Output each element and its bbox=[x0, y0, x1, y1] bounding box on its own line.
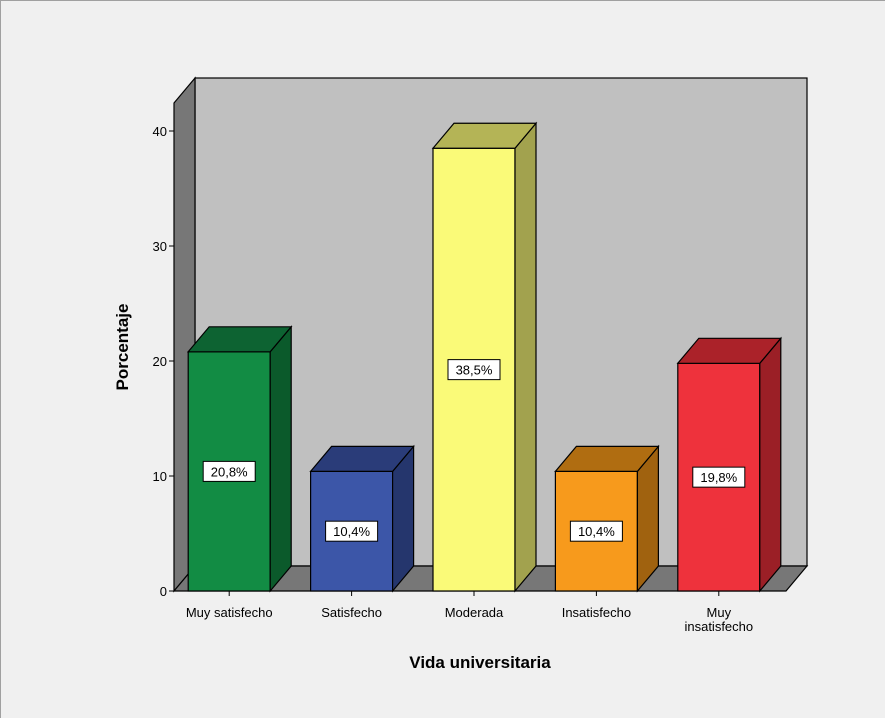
bar-top bbox=[186, 326, 293, 353]
x-tick-label: Muy bbox=[707, 605, 732, 620]
data-label: 10,4% bbox=[333, 524, 370, 539]
bar-side bbox=[514, 121, 537, 593]
y-tick-label: 0 bbox=[160, 584, 167, 599]
y-axis-title: Porcentaje bbox=[113, 304, 132, 391]
y-tick-label: 30 bbox=[153, 239, 167, 254]
y-tick-label: 40 bbox=[153, 124, 167, 139]
bar-side bbox=[759, 336, 782, 593]
bar-top bbox=[431, 122, 538, 149]
y-tick-label: 20 bbox=[153, 354, 167, 369]
data-label-box bbox=[447, 359, 501, 381]
bar-top bbox=[676, 337, 783, 364]
bar-top bbox=[309, 445, 415, 472]
data-label-box bbox=[202, 460, 256, 482]
x-tick-label: Muy satisfecho bbox=[186, 605, 273, 620]
bar: 10,4% bbox=[554, 444, 660, 593]
data-label: 20,8% bbox=[211, 464, 248, 479]
y-tick-label: 10 bbox=[153, 469, 167, 484]
data-label-box bbox=[692, 466, 746, 488]
x-tick-label: Satisfecho bbox=[321, 605, 382, 620]
data-label: 19,8% bbox=[700, 470, 737, 485]
data-label-box bbox=[569, 520, 623, 542]
bar: 38,5% bbox=[431, 121, 538, 593]
x-tick-label: Insatisfecho bbox=[562, 605, 631, 620]
bar: 10,4% bbox=[309, 444, 415, 593]
bar-top bbox=[554, 445, 660, 472]
data-label: 10,4% bbox=[578, 524, 615, 539]
data-label: 38,5% bbox=[456, 363, 493, 378]
x-axis-title: Vida universitaria bbox=[409, 653, 551, 672]
bar: 19,8% bbox=[676, 336, 783, 593]
x-tick-label: Moderada bbox=[445, 605, 504, 620]
bar-side bbox=[269, 325, 292, 593]
data-label-box bbox=[325, 520, 379, 542]
bar: 20,8% bbox=[186, 325, 293, 593]
x-tick-label: insatisfecho bbox=[684, 619, 753, 634]
